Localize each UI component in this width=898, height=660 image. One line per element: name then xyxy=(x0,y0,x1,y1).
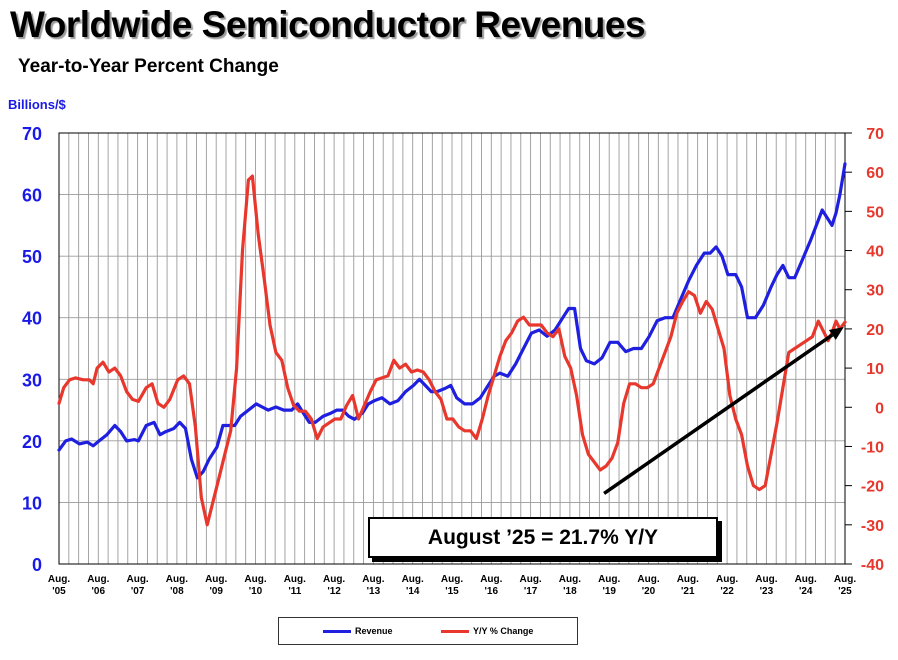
x-tick-label: Aug. '14 xyxy=(402,574,424,597)
legend-label-yoy: Y/Y % Change xyxy=(473,626,534,636)
vertical-gridlines xyxy=(68,133,836,564)
right-tick-label: -30 xyxy=(861,518,884,535)
right-tick-label: -20 xyxy=(861,479,884,496)
right-tick-label: 40 xyxy=(866,244,884,261)
series-line-revenue xyxy=(57,162,847,480)
legend-label-revenue: Revenue xyxy=(355,626,393,636)
x-tick-label: Aug. '13 xyxy=(362,574,384,597)
x-tick-label: Aug. '12 xyxy=(323,574,345,597)
series-layer xyxy=(57,162,847,527)
left-axis-ticks: 0 10 20 30 40 50 60 70 xyxy=(22,124,42,575)
x-tick-label: Aug. '20 xyxy=(637,574,659,597)
chart-subtitle: Year-to-Year Percent Change xyxy=(18,56,279,77)
x-tick-label: Aug. '25 xyxy=(834,574,856,597)
plot-frame xyxy=(58,132,846,565)
left-tick-label: 10 xyxy=(22,493,42,513)
x-tick-label: Aug. '10 xyxy=(244,574,266,597)
chart-legend: Revenue Y/Y % Change xyxy=(278,617,578,645)
left-tick-label: 60 xyxy=(22,186,42,206)
left-tick-label: 50 xyxy=(22,247,42,267)
right-tick-label: 10 xyxy=(866,361,884,378)
left-tick-label: 20 xyxy=(22,432,42,452)
x-tick-label: Aug. '18 xyxy=(559,574,581,597)
x-tick-label: Aug. '23 xyxy=(755,574,777,597)
left-tick-label: 0 xyxy=(32,555,42,575)
legend-swatch-revenue xyxy=(323,630,351,633)
x-tick-label: Aug. '22 xyxy=(716,574,738,597)
x-tick-label: Aug. '16 xyxy=(480,574,502,597)
x-tick-label: Aug. '07 xyxy=(126,574,148,597)
x-tick-label: Aug. '24 xyxy=(795,574,817,597)
horizontal-gridlines xyxy=(59,194,845,503)
x-axis-ticks: Aug. '05 Aug. '06 Aug. '07 Aug. '08 Aug. '09 Aug. '… xyxy=(48,574,856,597)
x-tick-label: Aug. '05 xyxy=(48,574,70,597)
right-tick-label: 20 xyxy=(866,322,884,339)
x-tick-label: Aug. '17 xyxy=(519,574,541,597)
left-tick-label: 40 xyxy=(22,309,42,329)
left-tick-label: 30 xyxy=(22,370,42,390)
left-axis-unit-label: Billions/$ xyxy=(8,97,66,112)
trend-arrow-head xyxy=(828,326,844,340)
x-tick-label: Aug. '09 xyxy=(205,574,227,597)
right-tick-label: -10 xyxy=(861,439,884,456)
x-tick-label: Aug. '21 xyxy=(677,574,699,597)
trend-arrow-layer xyxy=(603,326,844,495)
series-line-yoy xyxy=(57,174,847,527)
annotation-box: August ’25 = 21.7% Y/Y xyxy=(368,517,718,558)
legend-swatch-yoy xyxy=(441,630,469,633)
right-axis-ticks: -40 -30 -20 -10 0 10 20 30 40 50 60 70 xyxy=(845,126,884,574)
x-tick-label: Aug. '11 xyxy=(284,574,306,597)
right-tick-label: 0 xyxy=(875,400,884,417)
x-tick-label: Aug. '08 xyxy=(166,574,188,597)
trend-arrow-shaft xyxy=(603,333,834,495)
right-tick-label: 50 xyxy=(866,204,884,221)
right-tick-label: -40 xyxy=(861,557,884,574)
right-tick-label: 30 xyxy=(866,283,884,300)
x-tick-label: Aug. '19 xyxy=(598,574,620,597)
annotation-text: August ’25 = 21.7% Y/Y xyxy=(427,525,659,549)
chart-title: Worldwide Semiconductor Revenues xyxy=(10,4,646,45)
right-tick-label: 70 xyxy=(866,126,884,143)
left-tick-label: 70 xyxy=(22,124,42,144)
x-tick-label: Aug. '15 xyxy=(441,574,463,597)
right-tick-label: 60 xyxy=(866,165,884,182)
x-tick-label: Aug. '06 xyxy=(87,574,109,597)
